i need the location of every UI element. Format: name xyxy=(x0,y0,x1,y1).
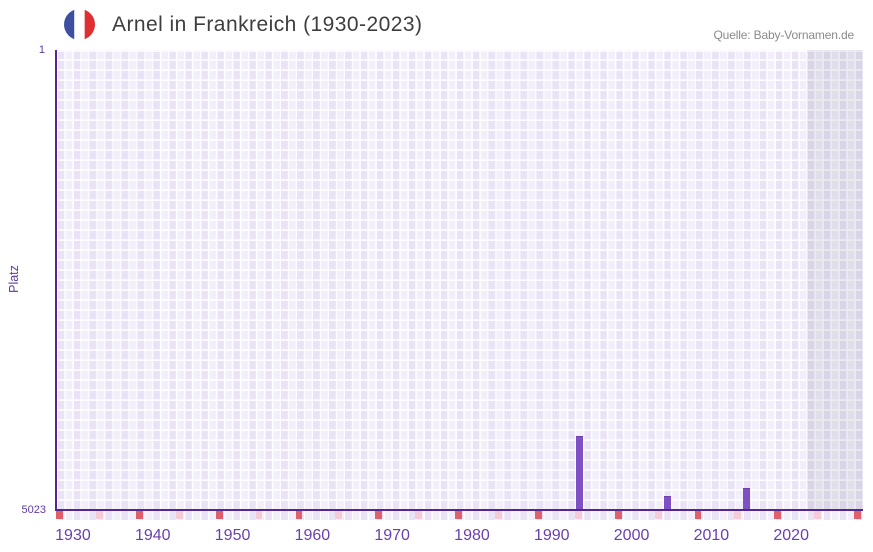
half-decade-mark-1963 xyxy=(335,511,343,520)
x-tick-label-1940: 1940 xyxy=(134,527,171,544)
decade-mark-2018 xyxy=(774,511,782,520)
x-axis-tick-labels: 1930 1940 1950 1960 1970 1980 1990 2000 2010 2020 xyxy=(0,526,873,546)
x-tick-label-1930: 1930 xyxy=(55,527,91,544)
y-tick-label-bottom: 5023 xyxy=(21,503,46,516)
half-decade-mark-2013 xyxy=(734,511,742,520)
half-decade-mark-1953 xyxy=(255,511,263,520)
decade-mark-1978 xyxy=(455,511,462,520)
chart-title: Arnel in Frankreich (1930-2023) xyxy=(112,13,423,36)
decade-mark-2028 xyxy=(854,511,861,520)
half-decade-mark-2023 xyxy=(814,511,822,520)
plot-area xyxy=(57,50,863,511)
decade-mark-2008 xyxy=(694,511,702,520)
x-tick-label-1960: 1960 xyxy=(294,527,331,544)
half-decade-mark-2003 xyxy=(654,511,662,520)
france-flag-icon xyxy=(64,9,95,40)
source-note: Quelle: Baby-Vornamen.de xyxy=(713,28,855,42)
half-decade-mark-1983 xyxy=(495,511,502,520)
y-axis-line xyxy=(55,50,58,511)
x-tick-label-1990: 1990 xyxy=(533,527,570,544)
no-data-band xyxy=(807,50,863,510)
x-tick-label-1950: 1950 xyxy=(214,527,251,544)
decade-mark-1928 xyxy=(56,511,63,520)
x-tick-label-2010: 2010 xyxy=(693,527,730,544)
decade-mark-1948 xyxy=(215,511,223,520)
half-decade-mark-1993 xyxy=(574,511,582,520)
half-decade-mark-1943 xyxy=(175,511,183,520)
decade-mark-1968 xyxy=(375,511,383,520)
bar-2004 xyxy=(663,495,671,511)
x-tick-label-2000: 2000 xyxy=(613,527,650,544)
bar-2014 xyxy=(743,487,751,511)
y-axis-title: Platz xyxy=(7,265,21,293)
x-tick-label-1970: 1970 xyxy=(374,527,410,544)
bar-1993 xyxy=(575,435,583,511)
half-decade-mark-1973 xyxy=(415,511,423,520)
x-axis-line xyxy=(55,509,863,511)
x-tick-label-1980: 1980 xyxy=(454,527,490,544)
x-tick-label-2020: 2020 xyxy=(773,527,809,544)
decade-mark-1998 xyxy=(614,511,622,520)
decade-mark-1938 xyxy=(135,511,143,520)
half-decade-mark-1933 xyxy=(96,511,103,520)
decade-mark-1988 xyxy=(534,511,542,520)
decade-mark-1958 xyxy=(295,511,303,520)
y-tick-label-top: 1 xyxy=(38,43,45,56)
axis-marks-row xyxy=(56,510,863,520)
